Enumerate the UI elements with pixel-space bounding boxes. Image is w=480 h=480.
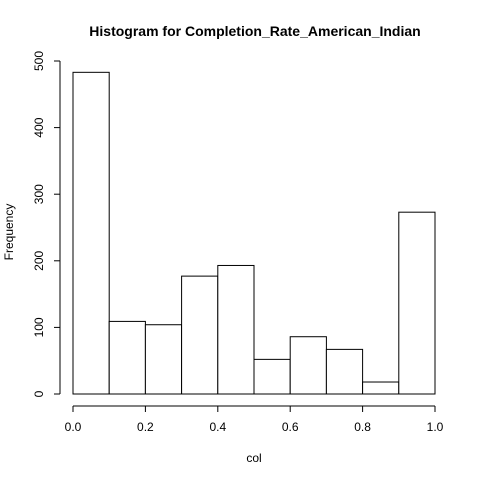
- histogram-bar: [398, 211, 436, 395]
- histogram-bar: [253, 358, 291, 395]
- histogram-bar: [181, 275, 219, 395]
- y-tick-label: 100: [32, 317, 46, 337]
- histogram-bar: [144, 324, 183, 395]
- y-tick-label: 400: [32, 117, 46, 137]
- y-axis: 0 100 200 300 400 500: [32, 51, 61, 397]
- x-axis: 0.0 0.2 0.4 0.6 0.8 1.0: [65, 405, 444, 434]
- bars-group: [72, 71, 436, 395]
- x-tick-label: 0.0: [65, 420, 82, 434]
- x-axis-label: col: [246, 451, 261, 465]
- x-tick-label: 0.8: [354, 420, 371, 434]
- x-tick-label: 0.6: [282, 420, 299, 434]
- histogram-bar: [325, 348, 364, 395]
- histogram-bar: [217, 264, 255, 395]
- x-tick-label: 0.4: [209, 420, 226, 434]
- histogram-bar: [72, 71, 110, 395]
- histogram-bar: [289, 336, 327, 395]
- y-tick-label: 300: [32, 184, 46, 204]
- chart-title: Histogram for Completion_Rate_American_I…: [89, 23, 420, 39]
- y-tick-label: 500: [32, 51, 46, 71]
- histogram-bar: [362, 381, 400, 395]
- x-tick-label: 0.2: [137, 420, 154, 434]
- histogram-bar: [108, 320, 146, 395]
- y-tick-label: 200: [32, 250, 46, 270]
- y-tick-label: 0: [32, 390, 46, 397]
- y-axis-label: Frequency: [2, 204, 16, 261]
- x-tick-label: 1.0: [427, 420, 444, 434]
